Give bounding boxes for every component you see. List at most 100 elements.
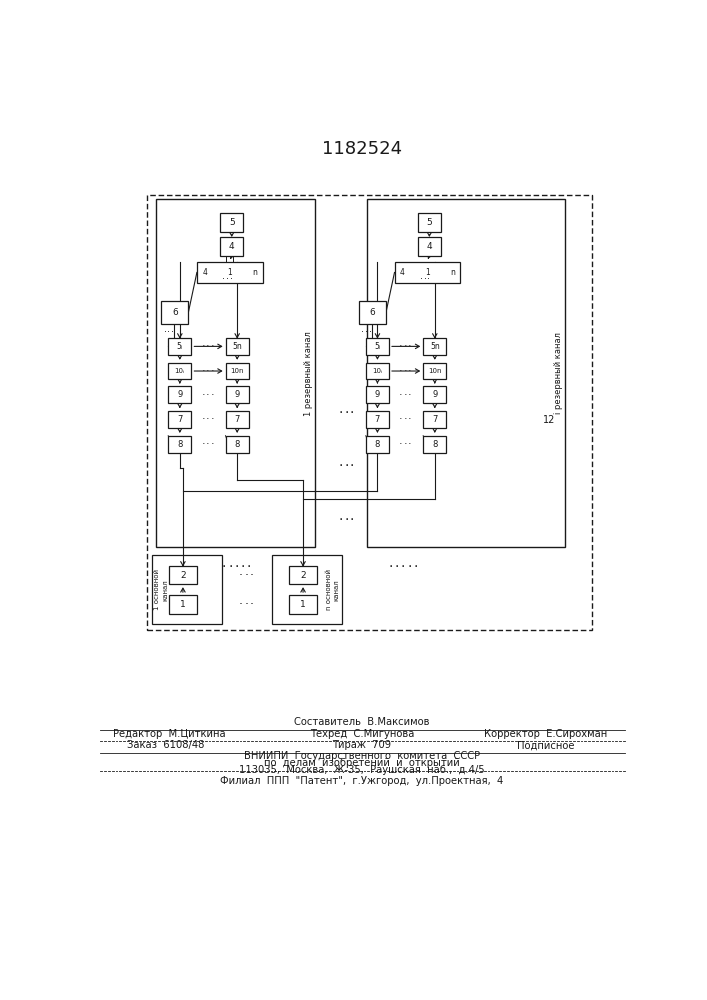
Text: ·: · (404, 341, 407, 351)
Text: ·: · (222, 274, 225, 284)
Bar (423, 436, 446, 453)
Bar (169, 595, 197, 614)
Text: ·: · (201, 341, 205, 351)
Bar (366, 411, 389, 428)
Text: ·: · (240, 560, 245, 574)
Text: n: n (450, 268, 455, 277)
Bar (423, 411, 446, 428)
Text: ·: · (395, 560, 399, 574)
Text: i резервный канал: i резервный канал (554, 332, 563, 414)
Bar (226, 338, 249, 355)
Text: ·: · (361, 327, 364, 337)
Bar (418, 213, 441, 232)
Text: ·: · (206, 341, 209, 351)
Text: 1: 1 (180, 600, 186, 609)
Text: 10ᵢ: 10ᵢ (175, 368, 185, 374)
Text: ·: · (206, 390, 209, 400)
Text: ·: · (404, 366, 407, 376)
Bar (168, 338, 192, 355)
Text: Тираж  709: Тираж 709 (332, 740, 392, 750)
Text: 8: 8 (177, 440, 182, 449)
Text: ·: · (206, 415, 209, 425)
Text: ВНИИПИ  Государственного  комитета  СССР: ВНИИПИ Государственного комитета СССР (244, 751, 480, 761)
Text: ·: · (365, 327, 368, 337)
Bar (226, 411, 249, 428)
Text: 5n: 5n (430, 342, 440, 351)
Bar (359, 301, 386, 324)
Text: ·: · (339, 513, 343, 527)
Text: ·: · (407, 560, 411, 574)
Bar (226, 386, 249, 403)
Text: Составитель  В.Максимов: Составитель В.Максимов (294, 717, 430, 727)
Text: 8: 8 (235, 440, 240, 449)
Text: 1 резервный канал: 1 резервный канал (304, 331, 313, 416)
Text: 7: 7 (235, 415, 240, 424)
Text: ·: · (226, 274, 229, 284)
Text: ·: · (228, 560, 233, 574)
Text: ·: · (222, 560, 226, 574)
Text: 5ᵢ: 5ᵢ (374, 342, 380, 351)
Text: ·: · (399, 415, 402, 425)
Bar (146, 195, 592, 630)
Text: ·: · (171, 327, 175, 337)
Text: 1: 1 (425, 268, 430, 277)
Text: ·: · (344, 513, 349, 527)
Text: ·: · (408, 366, 411, 376)
Text: ·: · (350, 460, 354, 474)
Text: ·: · (234, 560, 238, 574)
Text: ·: · (350, 406, 354, 420)
Text: ·: · (388, 560, 393, 574)
Text: 10ᵢ: 10ᵢ (373, 368, 382, 374)
Text: 9: 9 (375, 390, 380, 399)
Text: ·: · (404, 439, 407, 449)
Bar (423, 363, 446, 379)
Text: ·: · (201, 390, 205, 400)
Text: 2: 2 (180, 571, 186, 580)
Text: 5: 5 (229, 218, 235, 227)
Text: ·: · (247, 560, 251, 574)
Text: ·: · (206, 366, 209, 376)
Text: ·: · (404, 390, 407, 400)
Text: 1: 1 (228, 268, 232, 277)
Text: ·: · (163, 327, 167, 337)
Bar (168, 411, 192, 428)
Bar (197, 262, 263, 283)
Text: ·: · (399, 341, 402, 351)
Text: ·: · (245, 598, 248, 611)
Text: ·: · (211, 366, 214, 376)
Text: ·: · (399, 390, 402, 400)
Text: 10n: 10n (428, 368, 442, 374)
Bar (220, 213, 243, 232)
Text: ·: · (201, 415, 205, 425)
Bar (423, 338, 446, 355)
Text: 8: 8 (375, 440, 380, 449)
Text: ·: · (211, 439, 214, 449)
Text: ·: · (339, 460, 343, 474)
Text: 4: 4 (202, 268, 207, 277)
Text: 5n: 5n (233, 342, 242, 351)
Text: Филиал  ППП  "Патент",  г.Ужгород,  ул.Проектная,  4: Филиал ППП "Патент", г.Ужгород, ул.Проек… (221, 776, 503, 786)
Text: ·: · (401, 560, 405, 574)
Bar (220, 237, 243, 256)
Text: Техред  С.Мигунова: Техред С.Мигунова (310, 729, 414, 739)
Text: ·: · (211, 341, 214, 351)
Text: 7: 7 (375, 415, 380, 424)
Text: 7: 7 (177, 415, 182, 424)
Text: 4: 4 (426, 242, 432, 251)
Text: 7: 7 (432, 415, 438, 424)
Bar (366, 338, 389, 355)
Text: ·: · (344, 460, 349, 474)
Bar (368, 199, 565, 547)
Text: ·: · (408, 439, 411, 449)
Text: 4: 4 (400, 268, 404, 277)
Text: n: n (252, 268, 257, 277)
Text: по  делам  изобретений  и  открытий: по делам изобретений и открытий (264, 758, 460, 768)
Text: 6: 6 (172, 308, 177, 317)
Text: ·: · (239, 598, 243, 611)
Text: ·: · (369, 327, 372, 337)
Bar (161, 301, 188, 324)
Text: ·: · (250, 569, 254, 582)
Text: ·: · (201, 366, 205, 376)
Text: ·: · (423, 274, 426, 284)
Text: n основной
канал: n основной канал (326, 569, 339, 610)
